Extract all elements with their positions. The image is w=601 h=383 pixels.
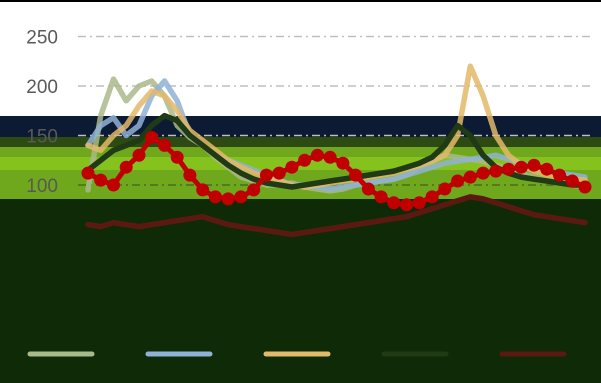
series-6-point-1 [94,173,108,187]
series-6-point-21 [349,168,363,182]
series-6-point-37 [553,168,566,182]
series-6-point-13 [247,183,261,197]
series-6-point-39 [578,180,592,194]
y-tick-label: 150 [26,127,58,148]
series-6-point-5 [145,131,159,144]
series-line-2 [85,78,588,192]
series-6-point-30 [463,170,477,184]
navy-band [0,116,601,137]
series-6-point-17 [298,153,312,167]
dark-green-band [0,137,601,147]
series-6-point-14 [259,168,273,182]
series-6-point-24 [387,196,401,210]
series-6-point-11 [221,192,235,206]
series-6-point-3 [119,160,133,174]
series-6-point-28 [438,182,452,196]
y-tick-label: 250 [26,28,58,49]
series-6-point-9 [196,183,210,197]
series-6-point-16 [285,160,299,174]
series-6-point-26 [412,196,426,210]
series-6-point-34 [514,160,528,174]
series-6-point-15 [272,166,286,180]
series-6-point-7 [170,150,184,164]
series-6-point-4 [132,148,146,162]
series-6-point-36 [540,162,554,176]
series-lines [81,63,592,238]
series-6-point-6 [158,138,171,152]
series-6-point-29 [451,174,465,188]
series-6-point-31 [476,166,490,180]
series-6-point-2 [107,178,120,192]
y-tick-label: 200 [26,77,58,98]
series-6-point-18 [310,148,324,162]
series-6-point-38 [565,174,579,188]
series-6-point-0 [81,166,95,180]
series-6-point-10 [208,190,222,204]
series-6-point-35 [527,158,541,172]
series-6-point-25 [400,198,414,212]
series-line-5 [85,194,588,238]
series-6-point-12 [234,190,248,204]
legend [27,351,567,357]
series-6-point-33 [502,162,515,176]
series-6-point-22 [361,182,375,196]
y-axis-ticks: 100 150 200 250 [26,28,58,198]
series-6-point-19 [323,150,337,164]
series-6-point-8 [183,168,197,182]
y-tick-label: 100 [26,176,58,197]
series-6-point-20 [336,156,350,170]
series-6-point-23 [374,190,388,204]
series-6-point-32 [489,164,503,178]
series-6-point-27 [425,190,439,204]
